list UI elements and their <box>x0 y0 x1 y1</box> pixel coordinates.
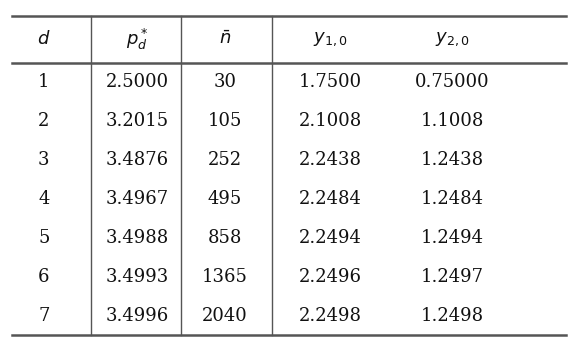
Text: 252: 252 <box>208 151 242 169</box>
Text: 858: 858 <box>208 229 242 247</box>
Text: 1: 1 <box>38 73 50 91</box>
Text: 2.5000: 2.5000 <box>106 73 169 91</box>
Text: 3.2015: 3.2015 <box>106 112 169 130</box>
Text: 30: 30 <box>213 73 237 91</box>
Text: $p_d^*$: $p_d^*$ <box>126 26 148 52</box>
Text: 3.4967: 3.4967 <box>106 190 169 208</box>
Text: 1.7500: 1.7500 <box>298 73 361 91</box>
Text: 3.4993: 3.4993 <box>106 268 169 286</box>
Text: 6: 6 <box>38 268 50 286</box>
Text: 3: 3 <box>38 151 50 169</box>
Text: 3.4988: 3.4988 <box>106 229 169 247</box>
Text: 2.2494: 2.2494 <box>298 229 361 247</box>
Text: 1.2498: 1.2498 <box>421 307 484 325</box>
Text: $y_{2,0}$: $y_{2,0}$ <box>435 30 470 48</box>
Text: 2.2496: 2.2496 <box>298 268 361 286</box>
Text: 1.2494: 1.2494 <box>421 229 484 247</box>
Text: 5: 5 <box>38 229 50 247</box>
Text: 2: 2 <box>38 112 50 130</box>
Text: 4: 4 <box>38 190 50 208</box>
Text: 1.1008: 1.1008 <box>421 112 484 130</box>
Text: 2040: 2040 <box>202 307 248 325</box>
Text: $y_{1,0}$: $y_{1,0}$ <box>312 30 347 48</box>
Text: 2.2498: 2.2498 <box>298 307 361 325</box>
Text: 2.2438: 2.2438 <box>298 151 361 169</box>
Text: 105: 105 <box>208 112 242 130</box>
Text: 1.2484: 1.2484 <box>421 190 484 208</box>
Text: $\bar{n}$: $\bar{n}$ <box>219 30 231 48</box>
Text: 7: 7 <box>38 307 50 325</box>
Text: 1365: 1365 <box>202 268 248 286</box>
Text: 1.2497: 1.2497 <box>421 268 484 286</box>
Text: 1.2438: 1.2438 <box>421 151 484 169</box>
Text: $d$: $d$ <box>37 30 51 48</box>
Text: 2.2484: 2.2484 <box>298 190 361 208</box>
Text: 2.1008: 2.1008 <box>298 112 361 130</box>
Text: 3.4876: 3.4876 <box>106 151 169 169</box>
Text: 3.4996: 3.4996 <box>106 307 169 325</box>
Text: 495: 495 <box>208 190 242 208</box>
Text: 0.75000: 0.75000 <box>415 73 490 91</box>
